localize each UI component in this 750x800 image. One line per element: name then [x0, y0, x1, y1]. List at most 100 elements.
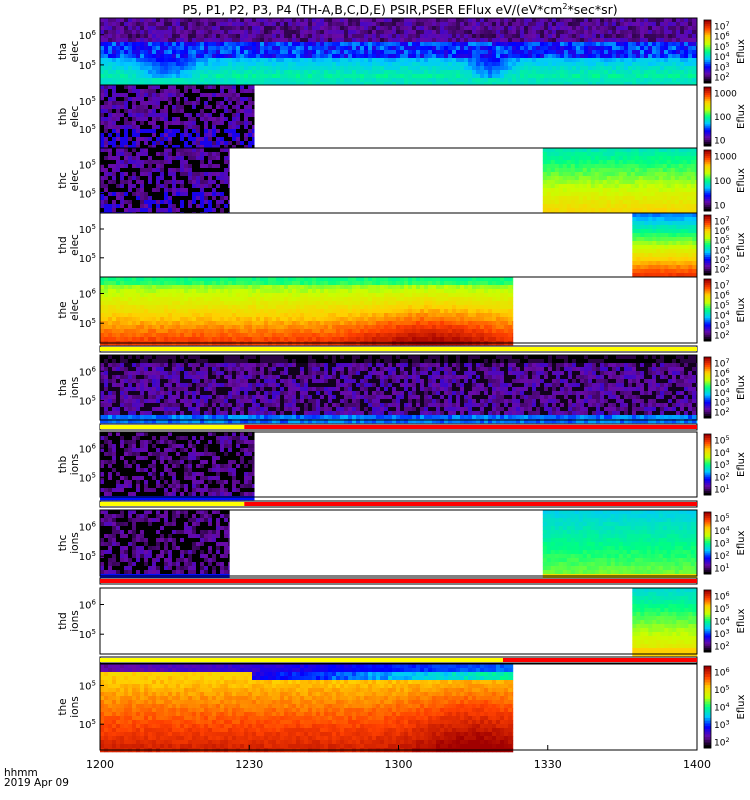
heatmap-cell — [400, 30, 405, 35]
heatmap-cell — [408, 30, 413, 35]
heatmap-cell — [632, 233, 637, 238]
heatmap-cell — [436, 34, 441, 39]
heatmap-cell — [508, 18, 513, 23]
heatmap-cell — [260, 82, 265, 87]
heatmap-cell — [168, 113, 173, 118]
heatmap-cell — [100, 66, 105, 71]
heatmap-cell — [606, 196, 612, 201]
heatmap-cell — [152, 277, 157, 282]
heatmap-cell — [594, 196, 600, 201]
heatmap-cell — [144, 58, 149, 63]
heatmap-cell — [196, 26, 201, 31]
heatmap-cell — [204, 50, 209, 55]
heatmap-cell — [240, 145, 245, 150]
heatmap-cell — [432, 38, 437, 43]
heatmap-cell — [112, 160, 117, 165]
heatmap-cell — [124, 297, 129, 302]
heatmap-cell — [618, 204, 624, 209]
heatmap-cell — [156, 317, 161, 322]
heatmap-cell — [100, 309, 105, 314]
heatmap-cell — [212, 109, 217, 114]
heatmap-cell — [256, 26, 261, 31]
heatmap-cell — [124, 333, 129, 338]
heatmap-cell — [676, 38, 681, 43]
heatmap-cell — [670, 188, 676, 193]
heatmap-cell — [136, 54, 141, 59]
heatmap-cell — [682, 188, 688, 193]
heatmap-cell — [120, 281, 125, 286]
heatmap-cell — [650, 176, 656, 181]
heatmap-cell — [164, 200, 169, 205]
heatmap-cell — [164, 141, 169, 146]
heatmap-cell — [216, 54, 221, 59]
heatmap-cell — [232, 109, 237, 114]
heatmap-cell — [608, 78, 613, 83]
heatmap-cell — [452, 50, 457, 55]
heatmap-cell — [676, 217, 681, 222]
heatmap-cell — [472, 74, 477, 79]
heatmap-cell — [468, 70, 473, 75]
heatmap-cell — [610, 180, 616, 185]
heatmap-cell — [180, 89, 185, 94]
heatmap-cell — [116, 42, 121, 47]
heatmap-cell — [348, 54, 353, 59]
heatmap-cell — [562, 152, 568, 157]
heatmap-cell — [542, 156, 548, 161]
heatmap-cell — [132, 208, 137, 213]
heatmap-cell — [184, 30, 189, 35]
heatmap-cell — [648, 217, 653, 222]
heatmap-cell — [656, 42, 661, 47]
heatmap-cell — [628, 34, 633, 39]
heatmap-cell — [666, 200, 672, 205]
heatmap-cell — [416, 30, 421, 35]
heatmap-cell — [104, 148, 109, 153]
heatmap-cell — [280, 70, 285, 75]
heatmap-cell — [516, 38, 521, 43]
heatmap-cell — [372, 38, 377, 43]
heatmap-cell — [224, 58, 229, 63]
heatmap-cell — [676, 233, 681, 238]
heatmap-cell — [396, 74, 401, 79]
heatmap-cell — [256, 30, 261, 35]
heatmap-cell — [392, 18, 397, 23]
heatmap-cell — [424, 26, 429, 31]
heatmap-segment-thb-elec-0 — [100, 85, 255, 150]
heatmap-cell — [680, 38, 685, 43]
heatmap-cell — [424, 58, 429, 63]
heatmap-cell — [124, 117, 129, 122]
heatmap-cell — [596, 54, 601, 59]
heatmap-cell — [272, 38, 277, 43]
heatmap-cell — [622, 204, 628, 209]
heatmap-cell — [236, 58, 241, 63]
heatmap-cell — [104, 85, 109, 90]
heatmap-cell — [392, 50, 397, 55]
heatmap-cell — [646, 156, 652, 161]
heatmap-cell — [224, 204, 229, 209]
heatmap-cell — [546, 176, 552, 181]
heatmap-cell — [626, 168, 632, 173]
heatmap-cell — [148, 82, 153, 87]
heatmap-cell — [140, 141, 145, 146]
heatmap-cell — [630, 200, 636, 205]
heatmap-cell — [648, 221, 653, 226]
heatmap-cell — [460, 66, 465, 71]
heatmap-cell — [676, 269, 681, 274]
heatmap-cell — [228, 109, 233, 114]
heatmap-cell — [380, 22, 385, 27]
heatmap-cell — [436, 66, 441, 71]
heatmap-cell — [100, 289, 105, 294]
heatmap-cell — [348, 42, 353, 47]
heatmap-cell — [660, 225, 665, 230]
heatmap-cell — [296, 22, 301, 27]
heatmap-cell — [184, 38, 189, 43]
heatmap-cell — [120, 125, 125, 130]
heatmap-cell — [144, 66, 149, 71]
heatmap-cell — [104, 281, 109, 286]
heatmap-cell — [650, 200, 656, 205]
heatmap-cell — [562, 156, 568, 161]
heatmap-cell — [120, 70, 125, 75]
plot-title-superscript: 2 — [562, 2, 568, 11]
heatmap-cell — [192, 200, 197, 205]
heatmap-cell — [644, 269, 649, 274]
heatmap-cell — [240, 101, 245, 106]
